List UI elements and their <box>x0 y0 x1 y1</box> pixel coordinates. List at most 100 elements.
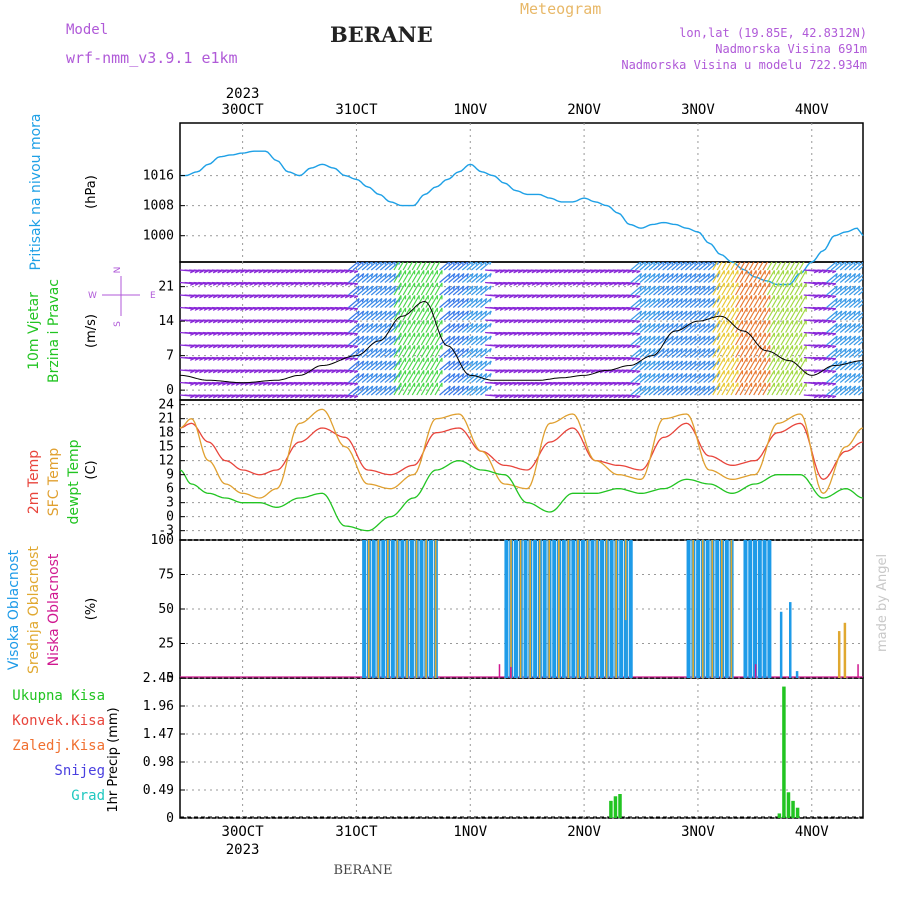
wind-arrow-head <box>480 310 483 315</box>
wind-arrow-head <box>194 295 199 299</box>
wind-arrow-head <box>461 335 465 340</box>
wind-arrow-head <box>249 283 254 286</box>
wind-arrow-head <box>235 358 240 361</box>
wind-arrow-head <box>572 370 577 374</box>
wind-arrow-head <box>357 285 360 290</box>
cloud-high-bar <box>705 540 710 678</box>
wind-arrow-head <box>331 308 336 311</box>
wind-arrow-head <box>618 383 623 386</box>
cloud-mid-bar <box>692 540 694 678</box>
wind-arrow-head <box>832 345 837 349</box>
wind-arrow <box>657 310 670 321</box>
wind-arrow <box>734 320 744 333</box>
wind-arrow-head <box>226 345 231 349</box>
y-tick-label: -3 <box>158 524 174 539</box>
wind-arrow <box>657 323 670 333</box>
wind-arrow <box>694 323 706 333</box>
wind-arrow-head <box>344 345 350 349</box>
wind-arrow <box>689 273 702 283</box>
wind-arrow-head <box>818 270 823 274</box>
wind-arrow-head <box>461 323 465 328</box>
axis-labels: 100010081016071421-303691215182124025507… <box>143 86 830 858</box>
wind-arrow <box>826 298 838 308</box>
wind-arrow <box>434 307 443 321</box>
wind-arrow-head <box>522 283 527 286</box>
wind-arrow-head <box>357 310 360 315</box>
panel-frames <box>179 122 864 819</box>
wind-arrow-head <box>471 323 474 328</box>
wind-arrow <box>794 345 803 358</box>
wind-arrow-head <box>299 358 304 361</box>
wind-arrow-head <box>858 323 861 328</box>
wind-arrow <box>848 323 861 333</box>
wind-arrow <box>835 262 847 271</box>
wind-arrow-head <box>662 360 665 365</box>
wind-arrow-head <box>536 283 541 286</box>
wind-arrow-head <box>375 310 378 315</box>
wind-arrow-head <box>567 370 573 374</box>
wind-arrow-head <box>513 320 518 324</box>
wind-arrow-head <box>212 345 217 349</box>
wind-arrow <box>352 335 365 346</box>
wind-arrow-head <box>495 370 500 374</box>
wind-arrow <box>420 345 429 358</box>
wind-arrow <box>666 273 679 283</box>
wind-arrow-head <box>599 395 604 399</box>
wind-arrow-head <box>662 285 665 290</box>
cloud-low-bar <box>498 664 501 678</box>
wind-arrow-head <box>590 383 595 386</box>
wind-arrow <box>630 273 642 283</box>
cloud-mid-bar <box>406 540 408 678</box>
wind-arrow-head <box>226 295 231 299</box>
wind-arrow-head <box>540 295 545 299</box>
wind-arrow <box>466 385 478 396</box>
wind-arrow <box>725 320 734 333</box>
wind-arrow-head <box>299 283 304 286</box>
wind-arrow-head <box>203 345 208 349</box>
wind-arrow-head <box>335 383 340 386</box>
wind-arrow-head <box>522 308 527 311</box>
wind-arrow-head <box>303 370 309 374</box>
wind-arrow-head <box>340 333 345 336</box>
wind-arrow-head <box>448 360 451 365</box>
wind-arrow-head <box>258 320 263 324</box>
wind-arrow-head <box>712 323 715 328</box>
wind-arrow <box>443 373 456 383</box>
wind-arrow <box>475 385 488 396</box>
wind-arrow-head <box>666 285 670 290</box>
wind-arrow-head <box>639 298 643 303</box>
cloud-high-bar <box>715 540 720 678</box>
wind-arrow-head <box>657 310 661 315</box>
wind-arrow-head <box>326 345 331 349</box>
wind-arrow <box>666 310 679 321</box>
wind-arrow <box>361 273 374 283</box>
wind-arrow-head <box>303 345 309 349</box>
wind-arrow-head <box>627 320 632 324</box>
wind-arrow-head <box>554 383 559 386</box>
wind-arrow <box>480 360 492 371</box>
wind-arrow-head <box>848 323 852 328</box>
wind-arrow-head <box>636 383 641 386</box>
wind-arrow <box>366 348 378 358</box>
wind-arrow <box>375 360 387 371</box>
wind-arrow-head <box>226 270 231 274</box>
wind-arrow <box>375 385 387 396</box>
wind-arrow <box>694 273 706 283</box>
wind-arrow <box>858 315 863 321</box>
wind-arrow <box>835 310 847 321</box>
wind-arrow <box>630 385 642 396</box>
wind-arrow-head <box>448 298 451 303</box>
wind-arrow <box>379 262 391 271</box>
wind-arrow <box>475 360 488 371</box>
wind-arrow <box>785 370 794 383</box>
wind-arrow-head <box>671 373 674 378</box>
wind-arrow-head <box>689 298 693 303</box>
wind-arrow <box>653 310 665 321</box>
wind-arrow-head <box>249 370 254 374</box>
wind-arrow <box>712 320 721 333</box>
wind-arrow-head <box>716 285 720 290</box>
wind-arrow <box>698 323 711 333</box>
wind-arrow <box>461 273 474 283</box>
wind-arrow <box>634 348 647 358</box>
wind-arrow-head <box>689 323 693 328</box>
